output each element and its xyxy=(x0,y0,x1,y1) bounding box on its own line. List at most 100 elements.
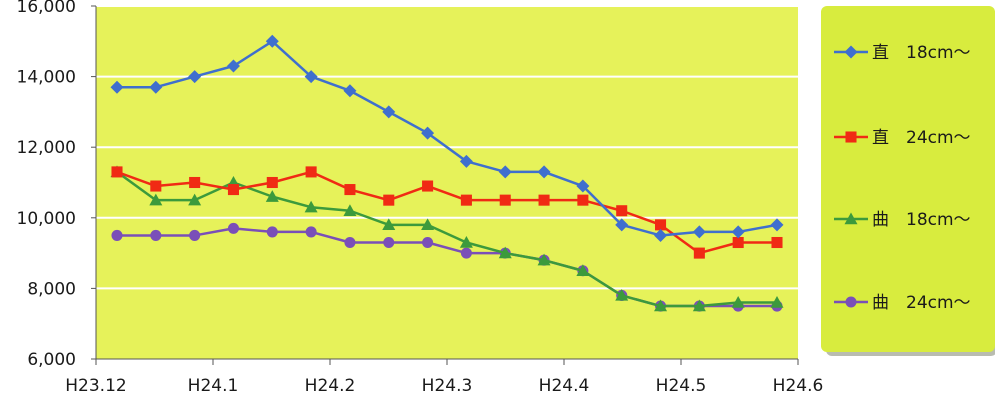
data-point xyxy=(498,246,512,259)
y-tick-label: 10,000 xyxy=(17,209,76,229)
series-1 xyxy=(110,34,784,242)
series-3 xyxy=(110,165,784,312)
data-point xyxy=(383,236,395,249)
data-point xyxy=(615,288,629,301)
data-point xyxy=(266,226,278,238)
data-point xyxy=(731,225,745,239)
data-point xyxy=(615,218,629,232)
data-point xyxy=(305,166,317,178)
x-tick-label: H24.2 xyxy=(305,376,356,396)
data-point xyxy=(732,236,744,249)
series-2 xyxy=(111,166,783,259)
data-point xyxy=(459,236,473,248)
x-tick-label: H24.3 xyxy=(422,376,473,396)
x-tick-label: H24.5 xyxy=(656,376,707,396)
x-tick-label: H24.6 xyxy=(773,376,824,396)
y-axis-ticks: 6,000 8,000 10,000 12,000 14,000 16,000 xyxy=(17,0,96,370)
data-point xyxy=(459,154,473,168)
data-point xyxy=(344,236,356,249)
data-point xyxy=(537,165,551,179)
data-point xyxy=(110,80,124,94)
series-line xyxy=(117,40,778,237)
data-point xyxy=(845,131,857,143)
data-point xyxy=(655,219,667,231)
data-point xyxy=(383,194,395,206)
data-point xyxy=(421,126,435,140)
data-point xyxy=(265,190,279,202)
data-point xyxy=(382,218,396,231)
data-point xyxy=(266,176,278,189)
data-point xyxy=(577,194,589,206)
legend-item: 曲 18cm～ xyxy=(834,210,971,230)
data-point xyxy=(616,205,628,217)
data-point xyxy=(654,228,668,242)
legend-label: 直 18cm～ xyxy=(872,43,971,63)
data-point xyxy=(460,194,472,206)
x-tick-label: H24.1 xyxy=(188,376,239,396)
series-layer xyxy=(110,34,784,312)
data-point xyxy=(692,225,706,239)
data-point xyxy=(576,264,590,276)
data-point xyxy=(770,218,784,232)
data-point xyxy=(304,70,318,84)
legend-label: 曲 24cm～ xyxy=(872,293,971,313)
data-point xyxy=(499,194,511,206)
data-point xyxy=(538,194,550,206)
data-point xyxy=(844,212,858,225)
series-line xyxy=(116,170,777,308)
data-point xyxy=(654,299,668,312)
data-point xyxy=(188,193,202,206)
data-point xyxy=(304,200,318,213)
data-point xyxy=(188,70,202,84)
legend-item: 曲 24cm～ xyxy=(834,293,971,313)
data-point xyxy=(844,45,858,59)
legend-box xyxy=(821,6,995,352)
data-point xyxy=(111,229,123,241)
legend-label: 直 24cm～ xyxy=(872,128,971,148)
data-point xyxy=(770,296,784,308)
data-point xyxy=(537,253,551,266)
data-point xyxy=(344,184,356,196)
data-point xyxy=(576,179,590,193)
x-tick-label: H23.12 xyxy=(65,376,126,396)
y-tick-label: 12,000 xyxy=(17,138,76,158)
y-tick-label: 8,000 xyxy=(27,279,76,299)
x-tick-label: H24.4 xyxy=(539,376,590,396)
data-point xyxy=(771,236,783,249)
data-point xyxy=(343,84,357,98)
data-point xyxy=(111,166,123,178)
data-point xyxy=(421,218,435,231)
data-point xyxy=(189,229,201,241)
data-point xyxy=(189,176,201,189)
y-tick-label: 6,000 xyxy=(27,350,76,370)
data-point xyxy=(693,247,705,259)
data-point xyxy=(305,226,317,238)
data-point xyxy=(227,222,239,234)
plot-area xyxy=(96,6,798,359)
series-line xyxy=(116,170,777,255)
legend: 直 18cm～ 直 24cm～ 曲 18cm～ 曲 24cm～ xyxy=(834,43,971,313)
y-tick-label: 16,000 xyxy=(17,0,76,17)
data-point xyxy=(149,193,163,206)
x-axis-ticks: H23.12 H24.1 H24.2 H24.3 H24.4 H24.5 H24.6 xyxy=(65,359,823,396)
data-point xyxy=(731,296,745,308)
data-point xyxy=(150,180,162,192)
data-point xyxy=(265,34,279,48)
data-point xyxy=(227,184,239,196)
legend-label: 曲 18cm～ xyxy=(872,210,971,230)
y-tick-label: 14,000 xyxy=(17,68,76,88)
data-point xyxy=(343,204,357,216)
data-point xyxy=(149,80,163,94)
legend-item: 直 18cm～ xyxy=(834,43,971,63)
data-point xyxy=(150,229,162,241)
data-point xyxy=(460,247,472,259)
data-point xyxy=(845,296,857,308)
data-point xyxy=(422,236,434,249)
data-point xyxy=(226,59,240,73)
data-point xyxy=(498,165,512,179)
legend-item: 直 24cm～ xyxy=(834,128,971,148)
data-point xyxy=(382,105,396,119)
data-point xyxy=(692,299,706,312)
data-point xyxy=(422,180,434,192)
